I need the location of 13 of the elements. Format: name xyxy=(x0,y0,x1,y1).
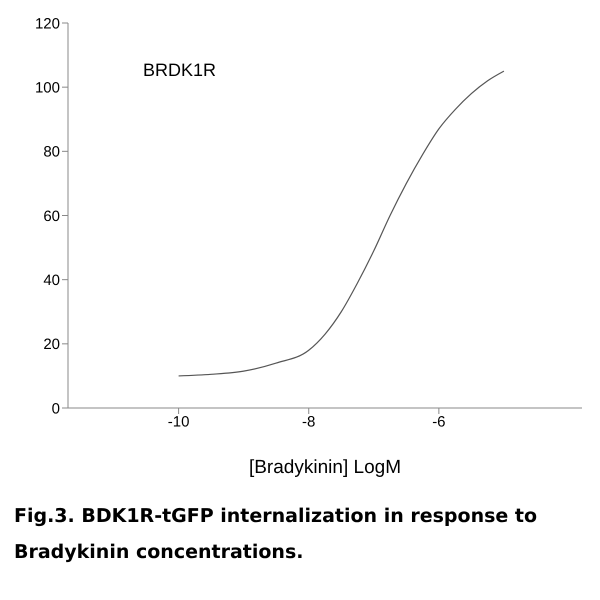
y-tick-label: 60 xyxy=(43,208,60,225)
caption: Fig.3. BDK1R-tGFP internalization in response to Bradykinin concentrations. xyxy=(14,504,538,565)
x-axis-title: [Bradykinin] LogM xyxy=(248,457,402,478)
y-tick-label: 20 xyxy=(43,336,60,354)
y-tick-label: 40 xyxy=(43,272,60,289)
y-tick-label: 80 xyxy=(43,144,60,161)
x-tick-label: -10 xyxy=(168,414,190,431)
y-tick-label: 120 xyxy=(34,15,60,32)
x-tick-label: -6 xyxy=(432,414,446,431)
annotation: BRDK1R xyxy=(143,60,216,81)
y-tick-label: 0 xyxy=(52,400,60,418)
x-tick-label: -8 xyxy=(302,414,316,431)
y-tick-label: 100 xyxy=(34,79,60,96)
